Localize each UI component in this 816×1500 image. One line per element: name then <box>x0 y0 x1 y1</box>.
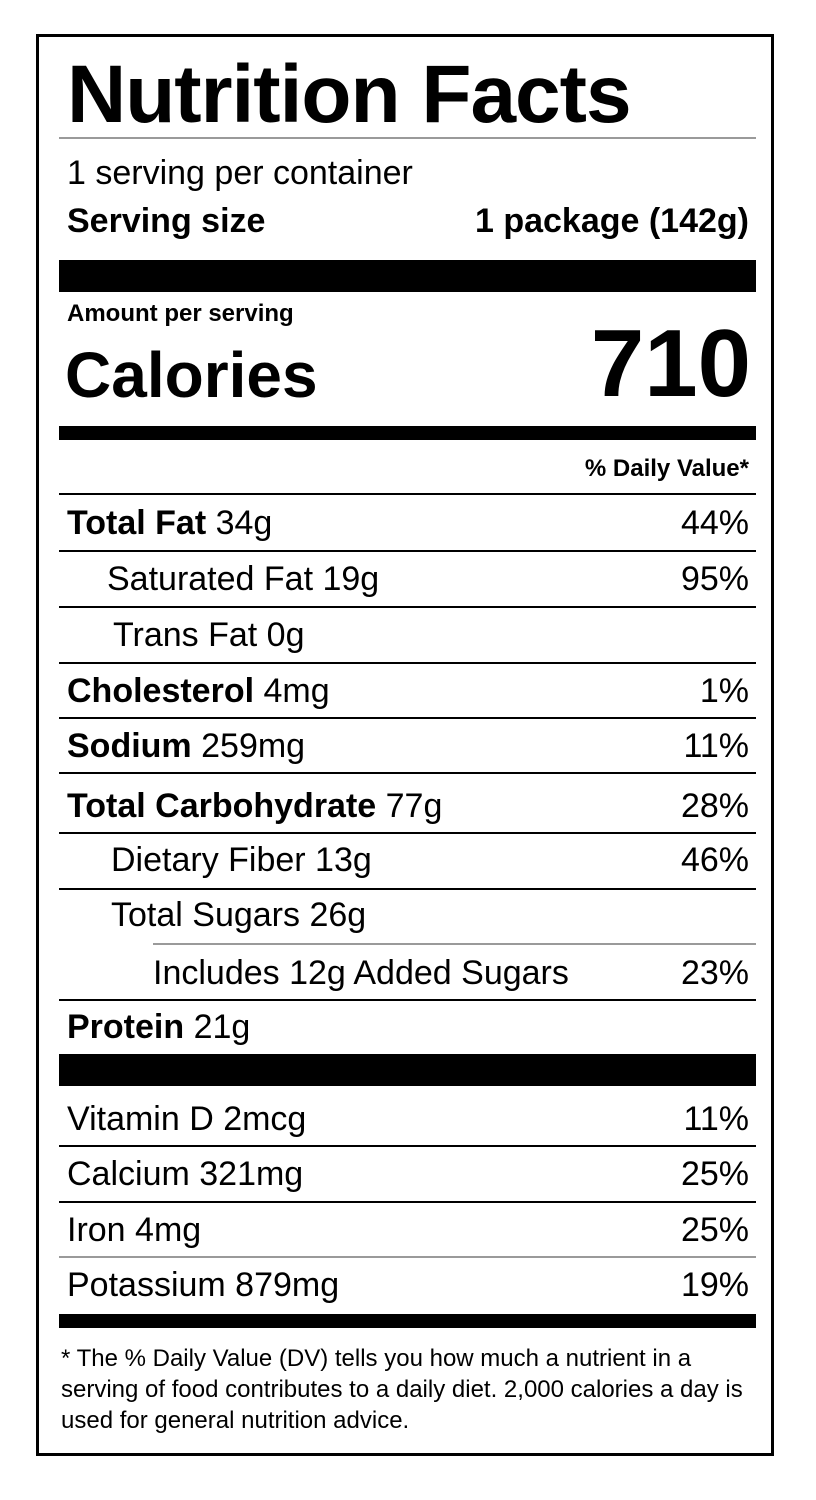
divider <box>59 662 756 664</box>
amount-per-serving: Amount per serving <box>67 300 294 327</box>
nutrient-name: Total Carbohydrate <box>67 787 377 825</box>
divider <box>153 943 756 945</box>
nutrient-name: Cholesterol <box>67 672 255 710</box>
nutrient-amount: 4mg <box>263 672 330 710</box>
divider <box>59 832 756 834</box>
divider <box>59 1201 756 1203</box>
nutrient-dv: 44% <box>680 504 749 542</box>
footnote: * The % Daily Value (DV) tells you how m… <box>61 1345 743 1434</box>
nutrient-amount: 21g <box>193 1008 251 1046</box>
nutrient-row-trans-fat: Trans Fat 0g <box>113 616 305 654</box>
divider <box>59 999 756 1001</box>
nutrient-row-total-fat: Total Fat 34g <box>67 503 272 543</box>
vitamin-dv: 19% <box>680 1266 749 1304</box>
nutrient-dv: 28% <box>680 787 749 825</box>
vitamin-row-potassium: Potassium 879mg <box>67 1266 340 1304</box>
nutrient-amount: 34g <box>215 504 273 542</box>
nutrient-name: Protein <box>67 1008 185 1046</box>
nutrition-label: Nutrition Facts 1 serving per container … <box>36 34 774 1456</box>
label-title: Nutrition Facts <box>67 49 632 140</box>
vitamin-dv: 25% <box>680 1211 749 1249</box>
nutrient-amount: 77g <box>385 787 443 825</box>
nutrient-dv: 46% <box>680 841 749 879</box>
nutrient-name: Sodium <box>67 727 192 765</box>
vitamin-row-vitamin-d: Vitamin D 2mcg <box>67 1100 307 1138</box>
divider <box>59 1256 756 1258</box>
divider <box>59 888 756 890</box>
nutrient-dv: 1% <box>699 672 749 710</box>
divider <box>59 717 756 719</box>
divider <box>59 493 756 495</box>
calories-value: 710 <box>590 310 751 417</box>
nutrient-amount: 259mg <box>201 727 306 765</box>
divider <box>59 137 756 139</box>
nutrient-row-added-sugars: Includes 12g Added Sugars <box>153 954 569 992</box>
vitamin-dv: 11% <box>683 1100 749 1138</box>
divider <box>59 550 756 552</box>
calories-label: Calories <box>65 339 318 411</box>
nutrient-dv: 11% <box>683 727 749 765</box>
servings-per-container: 1 serving per container <box>67 154 413 192</box>
vitamin-row-calcium: Calcium 321mg <box>67 1155 304 1193</box>
vitamin-dv: 25% <box>680 1155 749 1193</box>
nutrient-row-dietary-fiber: Dietary Fiber 13g <box>111 841 372 879</box>
nutrient-row-saturated-fat: Saturated Fat 19g <box>107 560 380 598</box>
divider <box>59 606 756 608</box>
serving-size-label: Serving size <box>67 202 266 240</box>
nutrient-dv: 23% <box>680 954 749 992</box>
nutrient-row-cholesterol: Cholesterol 4mg <box>67 671 330 711</box>
nutrient-row-total-carbohydrate: Total Carbohydrate 77g <box>67 786 442 826</box>
divider <box>59 1145 756 1147</box>
medium-divider <box>59 426 756 440</box>
nutrient-row-protein: Protein 21g <box>67 1007 250 1047</box>
divider <box>59 772 756 774</box>
nutrient-row-total-sugars: Total Sugars 26g <box>111 896 367 934</box>
medium-divider <box>59 1314 756 1328</box>
nutrient-name: Total Fat <box>67 504 207 542</box>
nutrient-row-sodium: Sodium 259mg <box>67 726 305 766</box>
thick-divider <box>59 260 756 292</box>
vitamin-row-iron: Iron 4mg <box>67 1211 202 1249</box>
daily-value-header: % Daily Value* <box>584 455 749 482</box>
thick-divider <box>59 1054 756 1086</box>
nutrient-dv: 95% <box>680 560 749 598</box>
serving-size-value: 1 package (142g) <box>474 202 749 240</box>
